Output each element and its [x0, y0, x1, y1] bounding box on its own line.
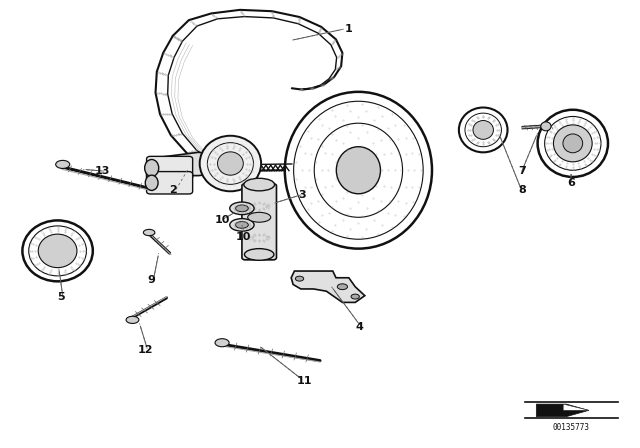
Ellipse shape [38, 234, 77, 267]
Ellipse shape [236, 205, 248, 212]
Text: 8: 8 [518, 185, 526, 195]
Ellipse shape [143, 229, 155, 236]
Ellipse shape [56, 160, 70, 168]
Polygon shape [536, 404, 589, 417]
Text: 7: 7 [518, 166, 526, 176]
Ellipse shape [244, 249, 274, 260]
FancyBboxPatch shape [242, 184, 276, 260]
Text: 10: 10 [214, 215, 230, 225]
Polygon shape [291, 271, 365, 302]
Ellipse shape [351, 294, 360, 299]
Text: 12: 12 [138, 345, 154, 355]
Text: 10: 10 [236, 233, 251, 242]
Ellipse shape [554, 125, 592, 162]
Ellipse shape [236, 221, 248, 228]
Text: 9: 9 [148, 275, 156, 285]
Polygon shape [163, 152, 227, 176]
Ellipse shape [473, 121, 493, 139]
Ellipse shape [215, 339, 229, 347]
Ellipse shape [126, 316, 139, 323]
Ellipse shape [296, 276, 304, 281]
Ellipse shape [230, 202, 254, 215]
Text: 4: 4 [356, 322, 364, 332]
FancyBboxPatch shape [147, 172, 193, 194]
Text: 2: 2 [169, 185, 177, 194]
Ellipse shape [563, 134, 582, 153]
Text: 6: 6 [567, 178, 575, 188]
Polygon shape [563, 404, 589, 410]
Text: 00135773: 00135773 [552, 423, 589, 432]
Text: 11: 11 [296, 376, 312, 386]
Ellipse shape [337, 147, 380, 194]
Ellipse shape [230, 219, 254, 231]
Text: 1: 1 [345, 24, 353, 34]
Ellipse shape [218, 152, 243, 175]
Ellipse shape [541, 122, 551, 131]
Ellipse shape [337, 284, 348, 290]
Text: 5: 5 [57, 292, 65, 302]
Ellipse shape [145, 175, 158, 190]
Ellipse shape [248, 212, 271, 222]
Ellipse shape [145, 159, 159, 177]
FancyBboxPatch shape [147, 156, 193, 180]
Text: 13: 13 [95, 166, 110, 176]
Ellipse shape [200, 136, 261, 191]
Ellipse shape [244, 178, 275, 191]
Text: 3: 3 [298, 190, 306, 200]
